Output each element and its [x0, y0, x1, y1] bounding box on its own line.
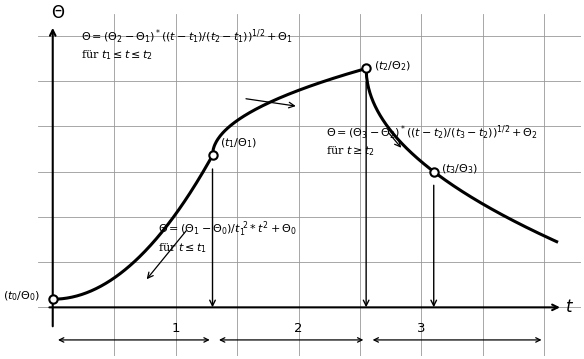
Text: $(t_2/\Theta_2)$: $(t_2/\Theta_2)$	[374, 59, 411, 73]
Text: $\Theta = (\Theta_3 - \Theta_2)^* ((t - t_2)/(t_3 - t_2))^{1/2} + \Theta_2$
für : $\Theta = (\Theta_3 - \Theta_2)^* ((t - …	[326, 123, 538, 158]
Text: $(t_0/\Theta_0)$: $(t_0/\Theta_0)$	[3, 290, 40, 303]
Text: 1: 1	[171, 322, 180, 335]
Text: 2: 2	[294, 322, 303, 335]
Text: $\Theta = (\Theta_1 - \Theta_0)/t_1^{\ 2} * t^2 + \Theta_0$
für $t \leq t_1$: $\Theta = (\Theta_1 - \Theta_0)/t_1^{\ 2…	[158, 219, 296, 255]
Text: 3: 3	[417, 322, 426, 335]
Text: $(t_3/\Theta_3)$: $(t_3/\Theta_3)$	[441, 162, 478, 176]
Text: $\Theta = (\Theta_2 - \Theta_1)^* ((t - t_1)/(t_2 - t_1))^{1/2} + \Theta_1$
für : $\Theta = (\Theta_2 - \Theta_1)^* ((t - …	[81, 28, 294, 62]
Text: $t$: $t$	[565, 298, 574, 316]
Text: $(t_1/\Theta_1)$: $(t_1/\Theta_1)$	[220, 136, 257, 150]
Text: $\Theta$: $\Theta$	[51, 4, 65, 22]
